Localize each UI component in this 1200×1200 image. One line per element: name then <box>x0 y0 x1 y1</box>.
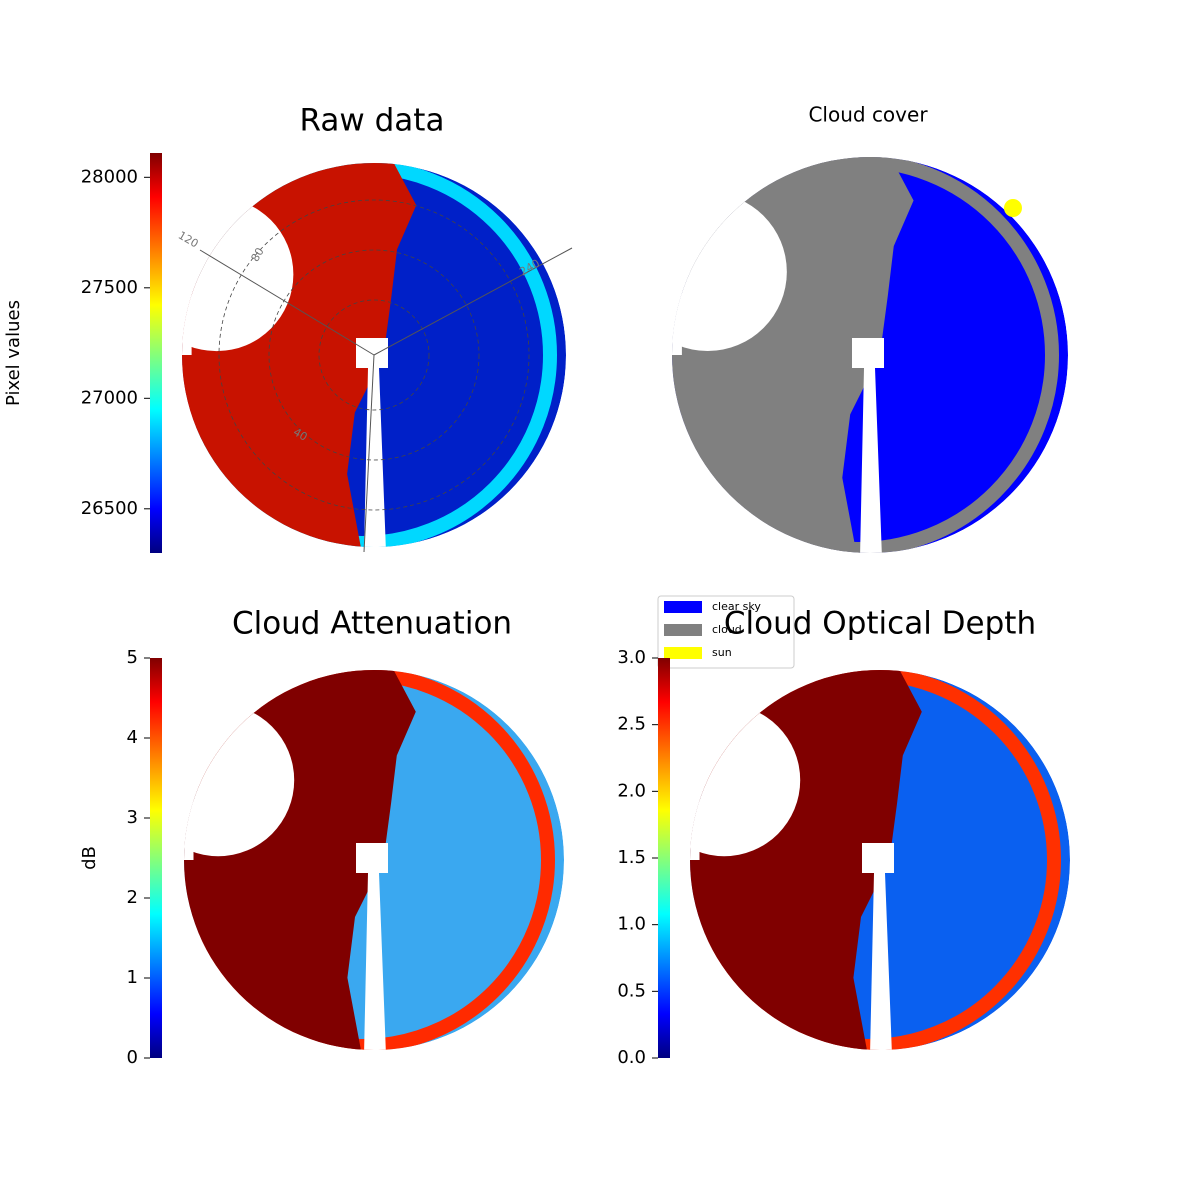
colorbar-tick-label: 2.5 <box>617 714 646 735</box>
sky-image <box>690 670 1070 1050</box>
colorbar-tick-label: 3 <box>127 807 138 828</box>
polar-axis <box>363 354 375 553</box>
cutout <box>672 157 682 356</box>
sky-image <box>672 157 1068 553</box>
colorbar-tick-label: 5 <box>127 647 138 668</box>
colorbar-tick-label: 2.0 <box>617 780 646 801</box>
colorbar-tick-label: 1.5 <box>617 847 646 868</box>
colorbar-tick-label: 0.0 <box>617 1047 646 1068</box>
legend-label: clear sky <box>712 600 761 613</box>
polar-grid <box>318 299 430 411</box>
colorbar-tick-label: 2 <box>127 887 138 908</box>
polar-label: 80 <box>248 245 266 264</box>
cutout <box>184 704 295 857</box>
tower <box>356 338 388 547</box>
colorbar-label: dB <box>79 846 100 870</box>
tower <box>862 843 894 1050</box>
legend-label: sun <box>712 646 732 659</box>
colorbar-tick-label: 28000 <box>81 166 138 187</box>
colorbar-tick-label: 1.0 <box>617 914 646 935</box>
colorbar-tick-label: 0.5 <box>617 980 646 1001</box>
legend-swatch <box>664 601 702 613</box>
tower <box>852 338 884 553</box>
legend-label: cloud <box>712 623 742 636</box>
polar-axis <box>373 247 573 356</box>
polar-grid <box>218 199 530 511</box>
polar-label: 120 <box>176 229 201 251</box>
panel-title: Cloud Optical Depth <box>724 606 1036 642</box>
sun <box>1004 199 1022 217</box>
colorbar <box>150 658 162 1058</box>
panel-title: Raw data <box>300 103 445 139</box>
colorbar-tick-label: 0 <box>127 1047 138 1068</box>
colorbar-tick-label: 27500 <box>81 277 138 298</box>
colorbar-label: Pixel values <box>3 300 24 406</box>
cutout <box>690 704 801 857</box>
panel-title: Cloud cover <box>808 103 928 127</box>
sky-image <box>184 670 564 1050</box>
colorbar <box>150 153 162 553</box>
polar-grid <box>268 249 480 461</box>
tower <box>356 843 388 1050</box>
legend-swatch <box>664 647 702 659</box>
sky-image <box>182 163 566 547</box>
legend-swatch <box>664 624 702 636</box>
colorbar-tick-label: 27000 <box>81 387 138 408</box>
panel-title: Cloud Attenuation <box>232 606 512 642</box>
colorbar-tick-label: 1 <box>127 967 138 988</box>
cutout <box>182 197 294 352</box>
colorbar-tick-label: 3.0 <box>617 647 646 668</box>
cutout <box>672 192 787 352</box>
polar-axis <box>199 249 375 356</box>
polar-label: 40 <box>291 425 310 443</box>
colorbar-tick-label: 26500 <box>81 498 138 519</box>
colorbar-tick-label: 4 <box>127 727 138 748</box>
colorbar <box>658 658 670 1058</box>
